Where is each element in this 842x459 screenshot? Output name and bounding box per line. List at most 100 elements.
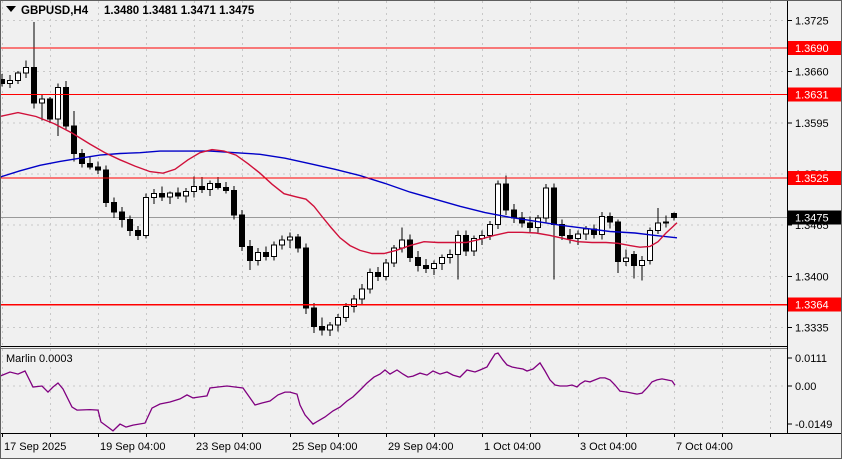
candle [239,210,245,252]
candle-body [351,298,357,307]
price-axis-label: 1.3725 [795,15,829,27]
candle [455,230,461,280]
candle-body [7,79,13,84]
candle [375,266,381,282]
candle [559,219,565,241]
candle [39,95,45,121]
candle [447,249,453,264]
candle [607,212,613,229]
time-axis-label: 1 Oct 04:00 [484,441,541,453]
candle [391,244,397,267]
candle-body [423,264,429,269]
candle [527,216,533,233]
candle [231,185,237,220]
candles-layer [0,22,677,337]
moving-averages-layer [0,111,678,255]
candle-body [431,263,437,269]
support-resistance-lines[interactable] [1,47,787,306]
candle [463,230,469,256]
price-axis-label: 1.3400 [795,271,829,283]
candle-body [343,305,349,318]
candle-body [143,197,149,236]
candle [47,96,53,123]
candle [295,233,301,253]
time-axis[interactable]: 17 Sep 2025 19 Sep 04:00 23 Sep 04:00 25 Se… [2,434,771,453]
candle [7,74,13,89]
candle [311,303,317,334]
level-price-label-bg [788,170,842,185]
candle [143,193,149,239]
candle [55,83,61,137]
candle [655,207,661,234]
candle [359,284,365,305]
candle-body [303,247,309,309]
ma-fast-line [0,111,678,255]
candle-body [567,234,573,240]
candle-body [551,187,557,225]
candle [639,255,645,281]
indicator-pane-area[interactable] [1,349,787,433]
symbol-marker-triangle-icon[interactable] [6,6,16,12]
candle-body [607,216,613,223]
indicator-axis-label: 0.00 [795,381,816,393]
candle [367,268,373,294]
candle-body [495,183,501,225]
candle-body [575,233,581,240]
candle-body [599,216,605,236]
candle-body [0,78,5,84]
main-chart-area[interactable] [1,1,787,346]
candle [319,317,325,336]
candle-body [207,182,213,191]
candle [631,251,637,279]
price-axis[interactable]: 1.37251.36601.35951.35301.34651.34001.33… [787,15,842,335]
time-axis-label: 17 Sep 2025 [4,441,66,453]
candle-body [439,256,445,265]
candle [127,215,133,237]
candle-body [55,86,61,120]
candle-body [471,238,477,252]
level-price-label: 1.3364 [795,300,829,312]
candle [503,175,509,215]
candle-body [511,209,517,219]
candle-body [191,186,197,192]
candle-body [231,190,237,216]
indicator-axis-label: 0.0111 [795,353,827,365]
candle [175,187,181,200]
candle [15,70,21,85]
candle-body [615,221,621,262]
time-axis-label: 19 Sep 04:00 [100,441,165,453]
candle-body [527,222,533,229]
candle [271,241,277,261]
candle [535,214,541,233]
candle [567,229,573,244]
indicator-name-value: Marlin 0.0003 [6,353,73,365]
price-axis-label: 1.3595 [795,118,829,130]
candle-body [111,201,117,213]
candle-body [367,271,373,290]
marlin-line [0,352,676,432]
candle [87,155,93,170]
candle-body [455,234,461,255]
candle [215,177,221,190]
candle-body [47,98,53,120]
ma-slow-line [0,150,678,239]
candle-body [271,244,277,258]
candle [343,303,349,323]
pane-splitter[interactable] [0,346,787,349]
candle [263,246,269,261]
candle-body [327,324,333,331]
candle-body [87,163,93,168]
candle [135,225,141,241]
bid-price-label: 1.3475 [795,212,829,224]
candle-body [103,169,109,203]
candle-body [559,223,565,236]
candle [199,177,205,193]
candle [279,235,285,250]
candle-body [23,67,29,74]
candle [207,180,213,197]
candle-body [119,211,125,221]
time-axis-label: 25 Sep 04:00 [292,441,357,453]
candle-body [487,223,493,236]
